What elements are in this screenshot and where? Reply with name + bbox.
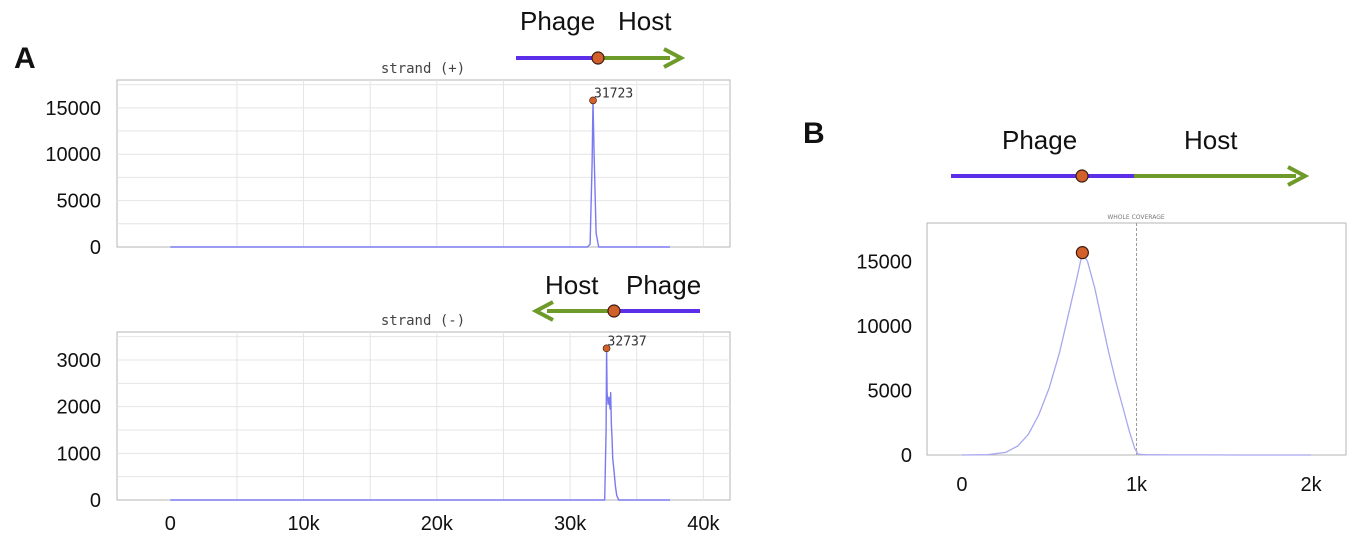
whole-coverage-series-line [961,251,1312,456]
panel-letter-a: A [14,42,36,75]
strand-minus-y-tick-label: 3000 [57,350,102,372]
whole-coverage-title: WHOLE COVERAGE [1107,214,1164,221]
panel-letter-b: B [803,117,825,150]
strand-minus-series-line [170,347,670,501]
strand-minus-x-tick-label: 20k [421,513,454,535]
whole-coverage-plot: WHOLE COVERAGE 0 5000 10000 15000 0 1k 2k [856,214,1347,496]
whole-coverage-y-tick-label: 5000 [868,381,913,403]
b-junction-marker [1075,169,1089,183]
minus-phage-label: Phage [626,270,701,300]
strand-minus-x-tick-label: 0 [165,513,176,535]
strand-minus-x-tick-label: 40k [687,513,720,535]
minus-arrowhead-icon [531,300,554,322]
whole-coverage-y-tick-label: 0 [901,445,912,467]
strand-plus-y-tick-label: 10000 [45,144,101,166]
whole-coverage-y-tick-label: 10000 [856,316,912,338]
minus-host-label: Host [545,270,599,300]
b-host-label: Host [1184,125,1238,155]
whole-coverage-y-tick-label: 15000 [856,252,912,274]
strand-minus-y-tick-label: 0 [90,490,101,512]
strand-minus-title: strand (-) [381,313,465,329]
whole-coverage-x-tick-label: 2k [1301,474,1323,496]
plus-junction-diagram: Phage Host [516,6,686,69]
minus-junction-diagram: Host Phage [531,270,701,322]
strand-minus-x-tick-label: 10k [287,513,320,535]
plus-junction-marker [591,51,605,65]
b-arrowhead-icon [1287,165,1310,187]
strand-plus-y-tick-label: 15000 [45,98,101,120]
strand-minus-x-tick-label: 30k [554,513,587,535]
plus-arrowhead-icon [663,47,686,69]
b-phage-label: Phage [1002,125,1077,155]
plus-host-label: Host [618,6,672,36]
whole-coverage-peak-point [1075,246,1089,260]
whole-coverage-x-tick-label: 1k [1126,474,1148,496]
strand-plus-peak-label: 31723 [594,86,633,101]
plus-phage-label: Phage [520,6,595,36]
minus-junction-marker [607,304,621,318]
strand-minus-peak-label: 32737 [608,334,647,349]
strand-plus-peak-point [589,96,597,105]
strand-plus-plot: strand (+) 0 5000 10000 15000 31723 [45,61,731,259]
strand-plus-y-tick-label: 0 [90,237,101,259]
strand-minus-frame [116,331,731,501]
b-junction-diagram: Phage Host [951,125,1310,187]
strand-minus-plot: strand (-) 0 1000 2000 3000 0 10k 20k 30k 40k 3273… [57,313,731,535]
strand-minus-peak-point [602,344,611,353]
strand-minus-y-tick-label: 1000 [57,443,102,465]
strand-plus-title: strand (+) [381,61,465,77]
strand-plus-frame [116,79,731,248]
strand-plus-y-tick-label: 5000 [57,191,102,213]
strand-minus-y-tick-label: 2000 [57,397,102,419]
whole-coverage-x-tick-label: 0 [956,474,967,496]
